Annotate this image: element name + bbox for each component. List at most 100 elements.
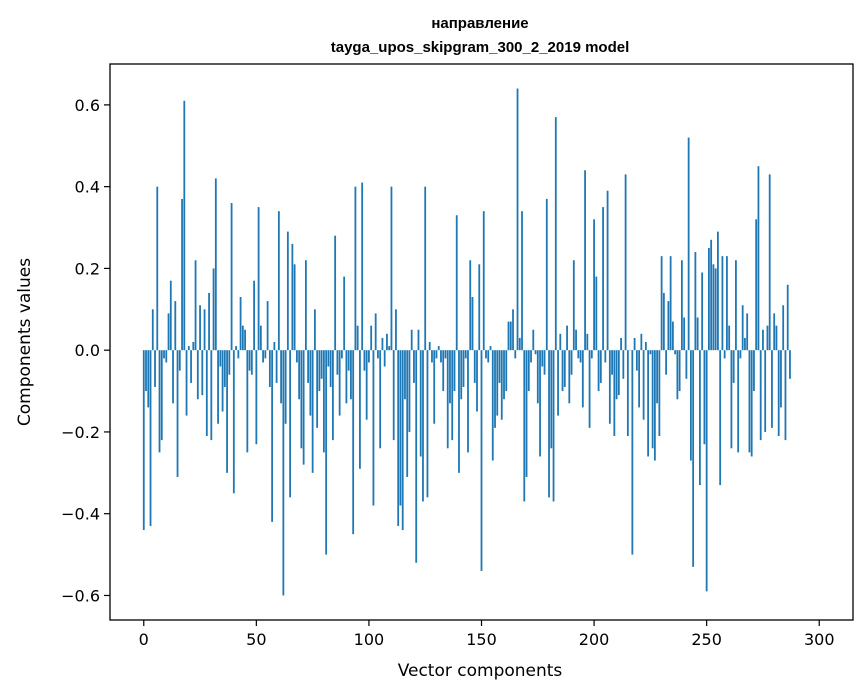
bar [476,350,478,412]
bar [250,350,253,375]
bar [505,350,508,392]
bar [329,350,332,387]
bar [647,350,650,457]
bar [172,350,174,404]
bar [741,305,744,351]
bar [444,350,447,359]
bar [262,350,264,363]
bar [268,350,271,387]
bar [280,350,283,404]
bar [226,350,228,473]
bar [381,337,384,351]
x-tick-label: 50 [246,630,266,649]
bar [178,350,181,371]
bar [735,260,737,351]
bar [525,350,528,477]
bar [467,350,469,453]
bar [404,350,406,400]
bar [311,350,314,473]
bar [334,235,337,351]
bar [192,342,195,351]
bar [212,268,215,351]
bar [426,350,429,498]
bar [196,350,199,400]
bar [183,100,186,351]
bar [408,350,411,432]
bar [617,350,620,396]
bar [190,350,192,383]
bar [318,350,321,392]
bar [633,337,636,351]
bar [388,346,391,351]
bar [789,350,791,379]
bar [185,350,188,416]
bar [550,350,553,449]
bar [518,337,521,351]
bar [255,350,258,445]
x-tick-label: 150 [466,630,497,649]
bar [259,325,262,351]
bar [363,350,366,371]
bar [699,350,701,486]
bar [350,350,352,400]
bar [768,174,771,351]
x-tick-label: 0 [139,630,149,649]
bar [739,350,742,359]
bar [608,350,611,424]
bar [777,350,780,437]
bar [257,207,260,351]
bar [361,182,364,351]
bar [685,350,688,379]
bar [662,292,665,351]
bar [298,350,301,400]
bar [512,309,514,351]
y-tick-label: 0.2 [75,259,100,278]
bar [705,350,708,592]
bar [500,350,503,420]
bar [239,297,242,351]
bar [586,333,589,351]
bar [253,280,255,351]
bar [622,350,625,379]
bar [273,342,276,351]
bar [521,211,523,351]
bar [419,350,422,457]
bar [489,346,492,351]
x-tick-label: 100 [354,630,385,649]
bar [494,350,496,428]
bar [653,350,656,461]
bar [541,350,544,367]
y-tick-label: 0.6 [75,96,100,115]
bar [149,350,152,526]
bar [307,350,310,383]
bar [377,350,379,359]
bar [717,231,719,351]
bar [455,215,458,351]
bar [264,350,267,359]
bar [498,350,501,383]
bar [771,350,773,428]
bar [545,198,548,351]
bar [593,219,595,351]
x-tick-label: 200 [579,630,610,649]
bar [187,346,190,351]
bar [442,350,445,392]
bar [291,243,294,351]
bar [566,325,568,351]
bar [176,350,179,477]
bar [694,252,697,351]
bar [563,350,566,387]
bar [397,350,400,526]
y-tick-label: 0.4 [75,178,100,197]
bar [237,350,240,359]
bar [678,350,681,392]
bar [523,350,526,502]
y-tick-label: 0.0 [75,341,100,360]
bar [410,329,413,351]
bar [338,350,341,416]
bar [782,305,785,351]
bar [669,256,672,351]
bar [223,350,226,387]
bar [446,350,449,449]
